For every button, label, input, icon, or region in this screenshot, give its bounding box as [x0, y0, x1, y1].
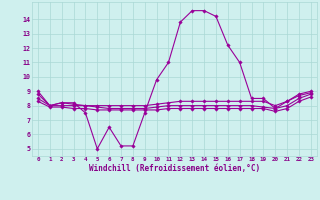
- X-axis label: Windchill (Refroidissement éolien,°C): Windchill (Refroidissement éolien,°C): [89, 164, 260, 173]
